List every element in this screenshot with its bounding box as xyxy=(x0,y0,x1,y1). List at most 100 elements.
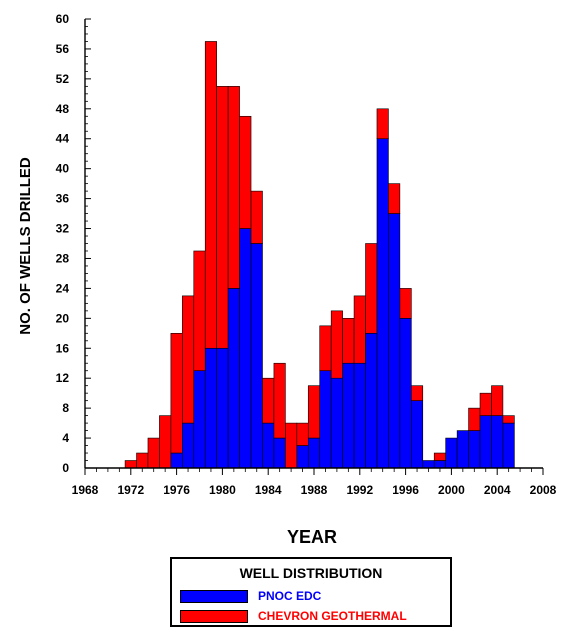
bar-chevron-1997 xyxy=(411,385,424,401)
x-tick-label: 2008 xyxy=(530,483,557,497)
bar-chevron-1979 xyxy=(204,41,217,349)
legend: WELL DISTRIBUTION PNOC EDC CHEVRON GEOTH… xyxy=(170,557,452,627)
bars-group xyxy=(124,41,515,469)
bar-chevron-1980 xyxy=(216,86,229,349)
bar-chevron-1972 xyxy=(124,460,137,469)
legend-title: WELL DISTRIBUTION xyxy=(239,565,383,581)
y-tick-label: 44 xyxy=(56,132,70,146)
y-tick-label: 32 xyxy=(56,222,70,236)
x-tick-label: 1984 xyxy=(255,483,282,497)
bar-pnoc-1988 xyxy=(307,437,321,469)
bar-chevron-1996 xyxy=(399,288,412,319)
bar-chevron-1991 xyxy=(342,318,355,364)
bar-pnoc-2002 xyxy=(468,430,481,469)
legend-item-chevron: CHEVRON GEOTHERMAL xyxy=(180,609,407,623)
y-tick-label: 8 xyxy=(62,401,69,415)
bar-pnoc-1992 xyxy=(353,362,366,469)
bar-pnoc-1981 xyxy=(227,288,240,469)
bar-chevron-2004 xyxy=(491,385,504,416)
bar-chevron-1987 xyxy=(296,422,309,446)
x-axis-title: YEAR xyxy=(287,527,337,547)
bar-chevron-1984 xyxy=(262,377,275,424)
y-tick-label: 4 xyxy=(62,431,69,445)
bar-pnoc-1994 xyxy=(376,138,389,469)
legend-label-chevron: CHEVRON GEOTHERMAL xyxy=(258,609,407,623)
legend-item-pnoc: PNOC EDC xyxy=(180,589,321,603)
bar-pnoc-2004 xyxy=(491,415,504,469)
x-tick-label: 2000 xyxy=(438,483,465,497)
y-axis-title: NO. OF WELLS DRILLED xyxy=(17,157,34,335)
bar-pnoc-1979 xyxy=(204,347,217,469)
legend-label-pnoc: PNOC EDC xyxy=(258,589,322,603)
y-tick-label: 0 xyxy=(62,461,69,475)
bar-chevron-1974 xyxy=(147,437,160,469)
bar-chevron-1977 xyxy=(182,295,195,424)
y-tick-label: 40 xyxy=(56,162,70,176)
bar-pnoc-1991 xyxy=(342,362,355,469)
y-tick-label: 36 xyxy=(56,192,70,206)
bar-pnoc-1998 xyxy=(422,460,435,469)
bar-chevron-2005 xyxy=(502,415,515,424)
x-tick-label: 1992 xyxy=(346,483,373,497)
bar-chevron-1993 xyxy=(365,243,378,334)
bar-pnoc-1978 xyxy=(193,370,206,469)
bar-chevron-1994 xyxy=(376,108,389,140)
legend-swatch-pnoc xyxy=(180,589,248,603)
bar-chevron-1981 xyxy=(227,86,240,289)
bar-pnoc-2003 xyxy=(479,415,492,469)
bar-pnoc-1999 xyxy=(433,460,446,469)
legend-swatch-chevron xyxy=(180,609,248,623)
bar-pnoc-1993 xyxy=(365,332,378,469)
y-tick-label: 60 xyxy=(56,12,70,26)
bar-chevron-1990 xyxy=(330,310,343,379)
bar-pnoc-1984 xyxy=(262,422,275,469)
bar-pnoc-1989 xyxy=(319,370,332,469)
bar-pnoc-1996 xyxy=(399,318,412,469)
bar-chevron-1988 xyxy=(307,385,321,439)
y-tick-label: 48 xyxy=(56,102,70,116)
bar-chevron-1983 xyxy=(250,190,263,244)
x-tick-label: 1976 xyxy=(163,483,190,497)
bar-chevron-1975 xyxy=(159,415,172,469)
y-tick-label: 24 xyxy=(56,281,70,295)
x-tick-label: 1968 xyxy=(72,483,99,497)
bar-pnoc-1976 xyxy=(170,452,183,469)
bar-pnoc-1997 xyxy=(411,400,424,469)
x-tick-label: 1972 xyxy=(117,483,144,497)
y-tick-label: 16 xyxy=(56,341,70,355)
bar-pnoc-2000 xyxy=(445,437,458,469)
y-tick-label: 56 xyxy=(56,42,70,56)
y-tick-label: 28 xyxy=(56,251,70,265)
bar-pnoc-1990 xyxy=(330,377,343,469)
bar-chevron-1982 xyxy=(239,115,252,229)
bar-chevron-1989 xyxy=(319,325,332,372)
y-tick-label: 12 xyxy=(56,371,70,385)
bar-chevron-1985 xyxy=(273,362,286,439)
x-tick-label: 1996 xyxy=(392,483,419,497)
bar-pnoc-1982 xyxy=(239,228,252,469)
bar-chevron-1978 xyxy=(193,250,206,372)
bar-chevron-1995 xyxy=(388,183,401,214)
x-tick-label: 1980 xyxy=(209,483,236,497)
bar-chevron-1999 xyxy=(433,452,446,461)
bar-pnoc-1980 xyxy=(216,347,229,469)
bar-chevron-1992 xyxy=(353,295,366,364)
bar-chevron-1986 xyxy=(285,422,298,469)
bar-pnoc-2005 xyxy=(502,422,515,469)
bar-pnoc-1983 xyxy=(250,243,263,469)
bar-chevron-1976 xyxy=(170,332,183,454)
bar-pnoc-1977 xyxy=(182,422,195,469)
bar-pnoc-2001 xyxy=(456,430,469,469)
bar-chevron-2003 xyxy=(479,392,492,416)
bar-chevron-2002 xyxy=(468,407,481,431)
bar-chevron-1973 xyxy=(136,452,149,469)
x-tick-label: 1988 xyxy=(301,483,328,497)
bar-pnoc-1987 xyxy=(296,445,309,469)
y-tick-label: 20 xyxy=(56,311,70,325)
bar-pnoc-1995 xyxy=(388,213,401,469)
bar-pnoc-1985 xyxy=(273,437,286,469)
x-tick-label: 2004 xyxy=(484,483,511,497)
y-tick-label: 52 xyxy=(56,72,70,86)
